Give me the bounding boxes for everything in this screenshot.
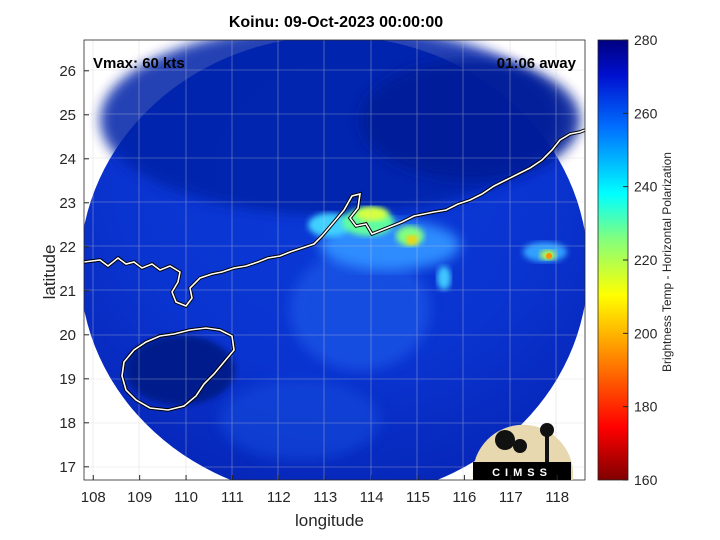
colorbar-tick-label: 220 — [634, 252, 658, 268]
y-tick-label: 18 — [59, 415, 76, 432]
colorbar-tick-label: 260 — [634, 105, 658, 121]
x-tick-label: 112 — [267, 489, 291, 506]
y-tick-label: 20 — [59, 327, 76, 344]
y-tick-label: 17 — [59, 459, 76, 476]
x-tick-label: 109 — [127, 489, 152, 506]
axes-box — [83, 39, 586, 481]
grid-lines — [84, 40, 585, 480]
logo-text: CIMSS — [492, 467, 552, 479]
colorbar-tick-label: 180 — [634, 399, 658, 415]
x-tick-label: 108 — [81, 489, 106, 506]
x-tick-label: 116 — [452, 489, 476, 506]
colorbar-ticks: 160 180 200 220 240 260 280 — [623, 32, 658, 488]
y-tick-label: 24 — [59, 151, 76, 168]
y-axis-ticks: 17 18 19 20 21 22 23 24 25 26 — [59, 63, 89, 476]
colorbar-tick-label: 240 — [634, 179, 658, 195]
y-tick-label: 26 — [59, 63, 76, 80]
x-tick-label: 115 — [406, 489, 430, 506]
y-tick-label: 22 — [59, 239, 76, 256]
plot-title: Koinu: 09-Oct-2023 00:00:00 — [228, 14, 444, 31]
y-tick-label: 25 — [59, 107, 76, 124]
colorbar-tick-label: 280 — [634, 32, 658, 48]
x-axis-label: longitude — [295, 511, 365, 530]
x-tick-label: 110 — [174, 489, 198, 506]
x-axis-ticks: 108 109 110 111 112 113 114 115 116 117 118 — [81, 475, 569, 506]
y-tick-label: 23 — [59, 195, 76, 212]
x-tick-label: 113 — [313, 489, 337, 506]
x-tick-label: 111 — [221, 489, 244, 506]
colorbar-tick-label: 200 — [634, 325, 658, 341]
y-tick-label: 21 — [59, 283, 76, 300]
x-tick-label: 117 — [499, 489, 523, 506]
x-tick-label: 114 — [360, 489, 384, 506]
x-tick-label: 118 — [545, 489, 569, 506]
cimss-logo: CIMSS — [472, 423, 573, 480]
colorbar-tick-label: 160 — [634, 472, 658, 488]
y-tick-label: 19 — [59, 371, 76, 388]
vmax-label: Vmax: 60 kts — [93, 55, 185, 72]
time-offset-label: 01:06 away — [497, 55, 577, 72]
